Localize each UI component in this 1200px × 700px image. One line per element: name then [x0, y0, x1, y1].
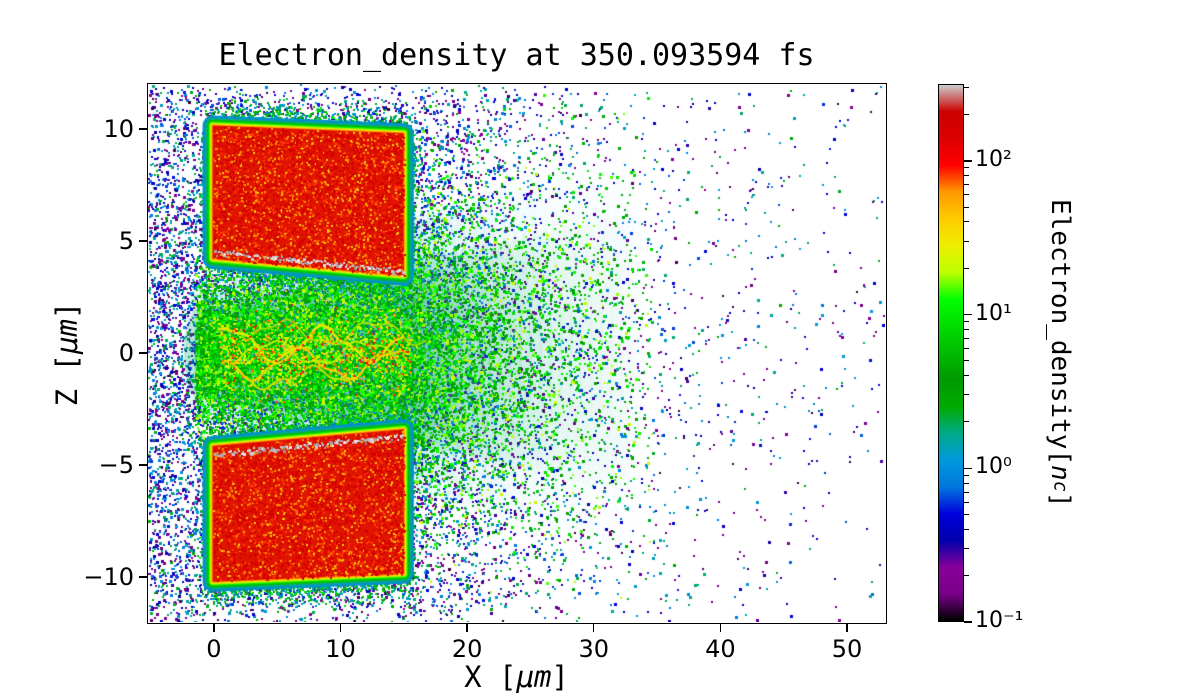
x-axis-label-suffix: ]: [551, 660, 569, 694]
colorbar-minor-tick: [964, 328, 969, 330]
x-tick-label: 30: [578, 635, 609, 663]
chart-title: Electron_density at 350.093594 fs: [218, 38, 815, 73]
colorbar-minor-tick: [964, 421, 969, 423]
colorbar-label-prefix: Electron_density[: [1045, 198, 1075, 465]
colorbar-minor-tick: [964, 501, 969, 503]
colorbar-label-sub: c: [1049, 480, 1071, 492]
x-tick-mark: [719, 623, 722, 632]
x-tick-mark: [213, 623, 215, 632]
x-axis-unit: μm: [516, 660, 552, 694]
y-tick-mark: [138, 464, 147, 466]
colorbar-minor-tick: [964, 221, 969, 223]
colorbar-tick-mark: [964, 467, 972, 470]
colorbar-minor-tick: [964, 548, 969, 550]
colorbar-minor-tick: [964, 514, 969, 516]
y-tick-mark: [138, 240, 147, 242]
y-axis-label-suffix: ]: [50, 301, 84, 320]
y-tick-label: 10: [103, 114, 134, 143]
colorbar-minor-tick: [964, 167, 969, 169]
colorbar-minor-tick: [964, 528, 969, 530]
colorbar-label-suffix: ]: [1045, 491, 1075, 508]
x-tick-mark: [592, 623, 595, 632]
y-tick-mark: [138, 576, 147, 578]
colorbar-tick-label: 10²: [975, 146, 1012, 172]
colorbar-minor-tick: [964, 86, 969, 88]
colorbar-minor-tick: [964, 482, 969, 484]
x-tick-mark: [846, 623, 848, 632]
y-tick-mark: [138, 128, 147, 130]
colorbar-tick-label: 10⁻¹: [975, 608, 1024, 633]
x-axis-label: X [μm]: [148, 660, 885, 694]
y-tick-label: 0: [118, 339, 134, 367]
y-tick-label: 5: [118, 226, 134, 255]
colorbar-tick-label: 10⁰: [975, 454, 1012, 480]
colorbar-tick-label: 10¹: [975, 300, 1012, 326]
colorbar-minor-tick: [964, 491, 969, 493]
colorbar-minor-tick: [964, 184, 969, 186]
colorbar-minor-tick: [964, 321, 969, 323]
colorbar-minor-tick: [964, 194, 969, 196]
heatmap-canvas: [148, 84, 885, 622]
colorbar: [938, 84, 964, 622]
colorbar-minor-tick: [964, 474, 969, 476]
x-tick-mark: [466, 623, 468, 632]
x-tick-label: 20: [451, 635, 483, 663]
colorbar-label-var: n: [1045, 464, 1075, 481]
colorbar-minor-tick: [964, 575, 969, 577]
colorbar-minor-tick: [964, 337, 969, 339]
x-tick-label: 40: [705, 635, 736, 663]
colorbar-label: Electron_density[n c]: [1038, 84, 1082, 622]
x-tick-mark: [339, 623, 342, 632]
colorbar-minor-tick: [964, 360, 969, 362]
colorbar-minor-tick: [964, 267, 969, 269]
colorbar-minor-tick: [964, 206, 969, 208]
colorbar-tick-mark: [964, 313, 972, 316]
colorbar-minor-tick: [964, 114, 969, 116]
y-tick-mark: [138, 352, 147, 354]
x-tick-label: 50: [831, 635, 863, 663]
x-tick-label: 0: [206, 635, 222, 663]
y-tick-label: −10: [83, 563, 134, 592]
colorbar-minor-tick: [964, 394, 969, 396]
colorbar-tick-mark: [964, 621, 972, 623]
x-axis-label-prefix: X [: [464, 660, 517, 694]
colorbar-minor-tick: [964, 375, 969, 377]
colorbar-minor-tick: [964, 175, 969, 177]
colorbar-tick-mark: [964, 160, 972, 162]
colorbar-minor-tick: [964, 348, 969, 350]
colorbar-minor-tick: [964, 240, 969, 242]
x-tick-label: 10: [325, 635, 356, 663]
y-tick-label: −5: [98, 451, 134, 480]
